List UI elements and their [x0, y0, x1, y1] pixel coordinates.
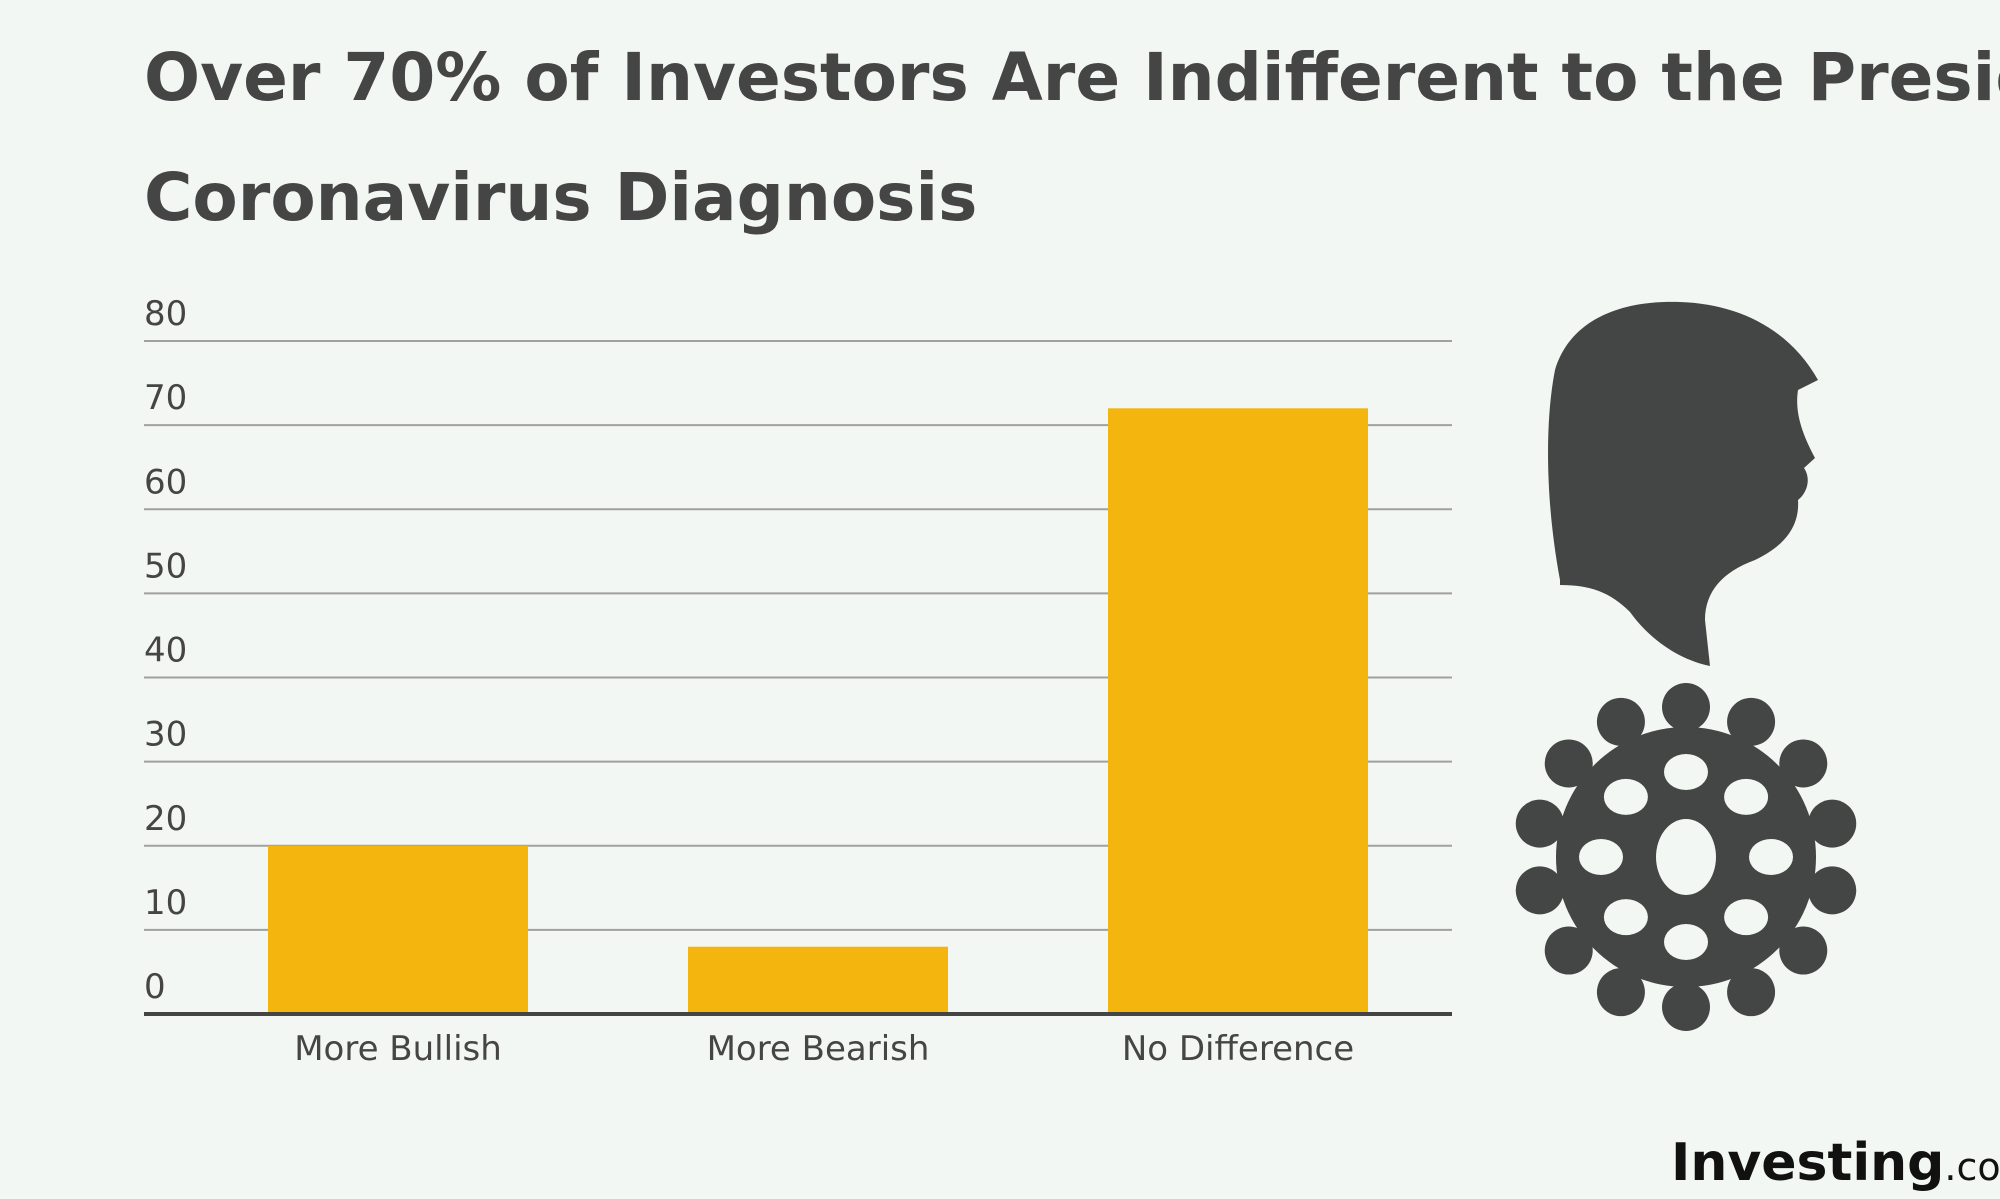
virus-spike-tip [1544, 926, 1593, 975]
virus-spike-tip [1662, 683, 1710, 731]
bar [1108, 408, 1368, 1014]
y-tick-label: 20 [144, 799, 187, 839]
virus-spike-tip [1727, 968, 1776, 1017]
virus-spike-tip [1779, 739, 1828, 788]
virus-spot [1664, 754, 1708, 790]
virus-spot [1664, 924, 1708, 960]
x-tick-label: More Bullish [294, 1029, 502, 1069]
y-tick-label: 60 [144, 462, 187, 502]
y-tick-label: 10 [144, 883, 187, 923]
logo-brand: Investing [1671, 1133, 1944, 1193]
title-line: Over 70% of Investors Are Indifferent to… [144, 39, 2000, 116]
virus-spot [1603, 778, 1648, 815]
virus-spike-tip [1515, 799, 1564, 848]
y-tick-label: 30 [144, 715, 187, 755]
bar [268, 845, 528, 1014]
virus-spot [1603, 899, 1648, 936]
virus-spike-tip [1779, 926, 1828, 975]
virus-spot [1724, 778, 1769, 815]
chart-title: Over 70% of Investors Are Indifferent to… [144, 39, 2000, 236]
virus-icon [1515, 683, 1857, 1031]
virus-spike-tip [1662, 983, 1710, 1031]
y-tick-label: 0 [144, 967, 166, 1007]
y-tick-label: 70 [144, 378, 187, 418]
virus-spot [1749, 839, 1793, 875]
virus-spot [1579, 839, 1623, 875]
virus-spike-tip [1727, 697, 1776, 746]
virus-spike-tip [1544, 739, 1593, 788]
virus-spike-tip [1596, 697, 1645, 746]
virus-spike-tip [1515, 866, 1564, 915]
bar [688, 946, 948, 1014]
x-tick-label: More Bearish [707, 1029, 930, 1069]
virus-spike-tip [1808, 799, 1857, 848]
y-tick-label: 80 [144, 294, 187, 334]
logo: Investing.com [1671, 1133, 2000, 1193]
y-tick-label: 50 [144, 546, 187, 586]
logo-suffix: .com [1944, 1145, 2000, 1189]
virus-spot [1724, 899, 1769, 936]
x-tick-label: No Difference [1122, 1029, 1354, 1069]
title-line: Coronavirus Diagnosis [144, 159, 977, 236]
y-tick-label: 40 [144, 631, 187, 671]
virus-spike-tip [1808, 866, 1857, 915]
head-silhouette [1548, 301, 1818, 666]
virus-spike-tip [1596, 968, 1645, 1017]
virus-spot [1656, 819, 1716, 895]
